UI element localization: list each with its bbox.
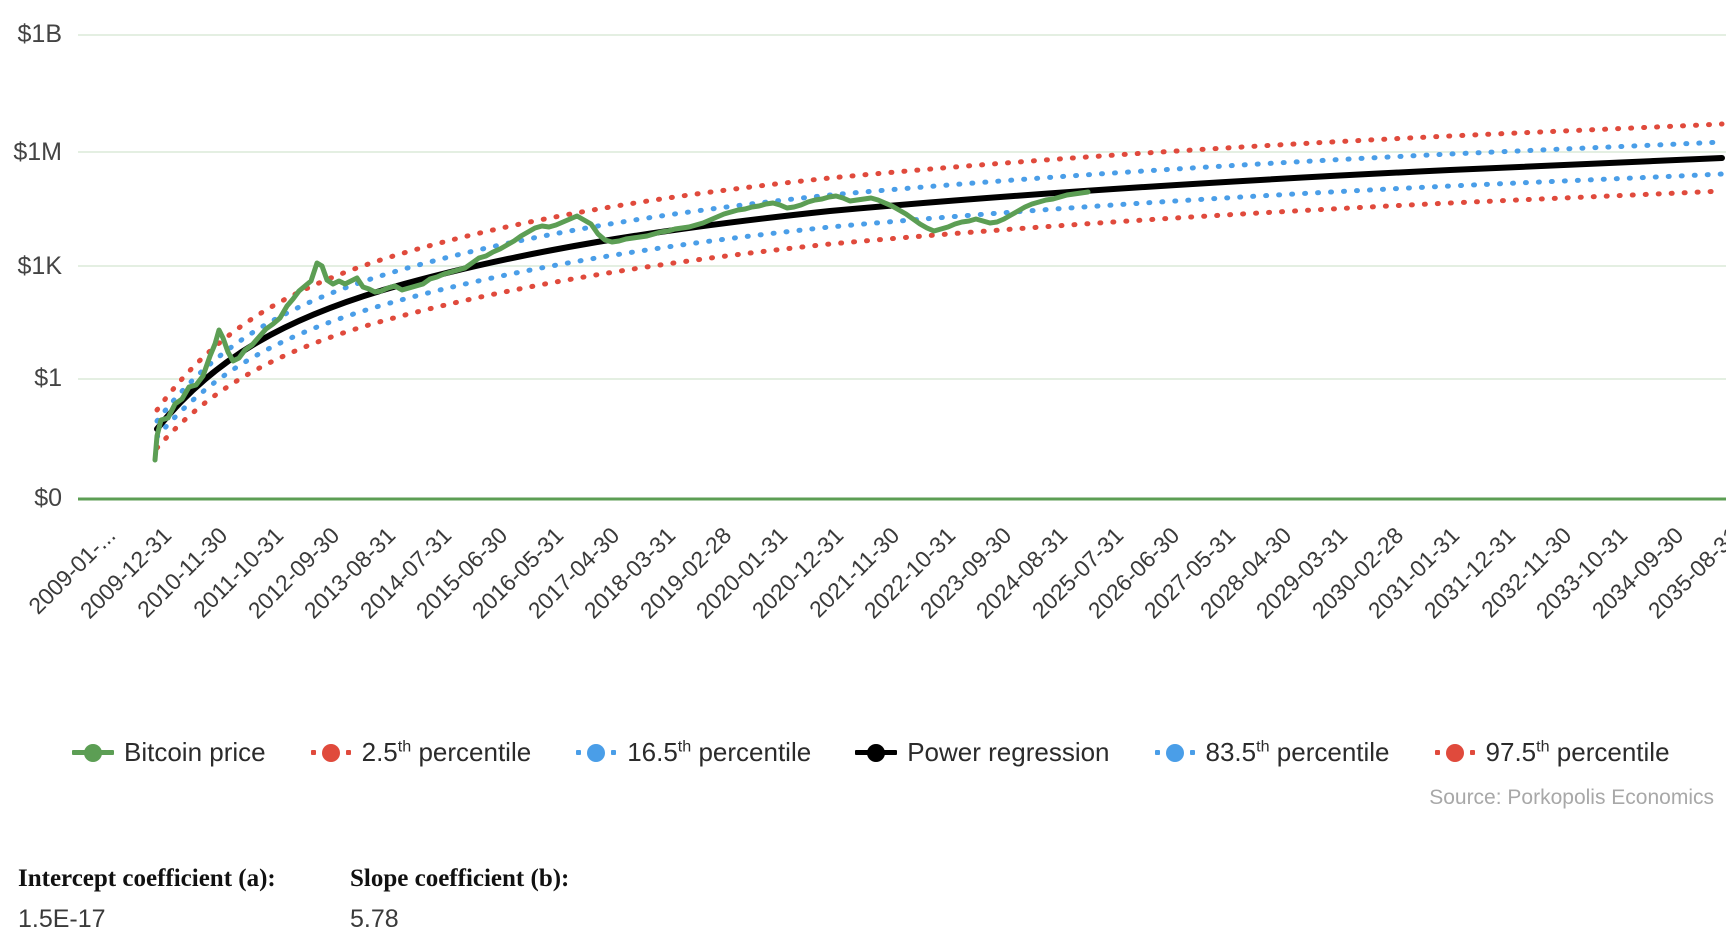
legend-marker-line-icon (72, 739, 114, 765)
legend-item-power-regression[interactable]: Power regression (855, 736, 1110, 768)
source-attribution: Source: Porkopolis Economics (1429, 786, 1714, 809)
legend-item-83-5th-percentile[interactable]: 83.5th percentile (1154, 737, 1390, 768)
slope-coefficient-label: Slope coefficient (b): (350, 865, 570, 892)
legend-label-16-5th-percentile: 16.5th percentile (627, 736, 812, 767)
chart-canvas (78, 34, 1726, 501)
series-83-5th-percentile (154, 139, 1725, 424)
series-2-5th-percentile (154, 188, 1725, 451)
slope-coefficient-value: 5.78 (350, 905, 399, 933)
y-tick-label-0: $0 (34, 484, 62, 512)
legend-marker-dotted-icon (1434, 739, 1476, 765)
y-tick-label-1: $1 (34, 364, 62, 392)
legend-label-power-regression: Power regression (907, 736, 1110, 767)
coefficients-footer: Intercept coefficient (a): 1.5E-17 Slope… (18, 865, 613, 934)
y-tick-label-1k: $1K (17, 252, 62, 280)
intercept-coefficient-value: 1.5E-17 (18, 905, 106, 933)
legend-marker-line-icon (855, 739, 898, 765)
series-16-5th-percentile (154, 171, 1725, 440)
legend-label-83-5th-percentile: 83.5th percentile (1205, 736, 1390, 767)
legend-label-97-5th-percentile: 97.5th percentile (1485, 736, 1670, 767)
series-bitcoin-price (152, 189, 1091, 463)
chart-legend: Bitcoin price 2.5th percentile 16.5th pe… (72, 732, 1672, 772)
slope-coefficient-block: Slope coefficient (b): 5.78 (350, 865, 569, 934)
legend-marker-dotted-icon (310, 739, 352, 765)
legend-marker-dotted-icon (1154, 739, 1196, 765)
legend-item-2-5th-percentile[interactable]: 2.5th percentile (310, 736, 532, 768)
legend-item-bitcoin-price[interactable]: Bitcoin price (72, 737, 266, 768)
y-tick-label-1m: $1M (13, 138, 62, 166)
y-tick-label-1b: $1B (17, 20, 62, 48)
legend-item-16-5th-percentile[interactable]: 16.5th percentile (575, 737, 811, 768)
intercept-coefficient-block: Intercept coefficient (a): 1.5E-17 (18, 865, 306, 934)
legend-marker-dotted-icon (575, 739, 617, 765)
legend-label-bitcoin-price: Bitcoin price (124, 736, 266, 767)
legend-item-97-5th-percentile[interactable]: 97.5th percentile (1434, 737, 1670, 768)
legend-label-2-5th-percentile: 2.5th percentile (361, 736, 532, 767)
chart-plot-area: $1B $1M $1K $1 $0 (13, 20, 1726, 624)
x-axis-labels: 2009-01-... 2009-12-31 2010-11-30 2011-1… (0, 522, 1726, 692)
intercept-coefficient-label: Intercept coefficient (a): (18, 865, 276, 892)
series-power-regression (154, 155, 1725, 432)
